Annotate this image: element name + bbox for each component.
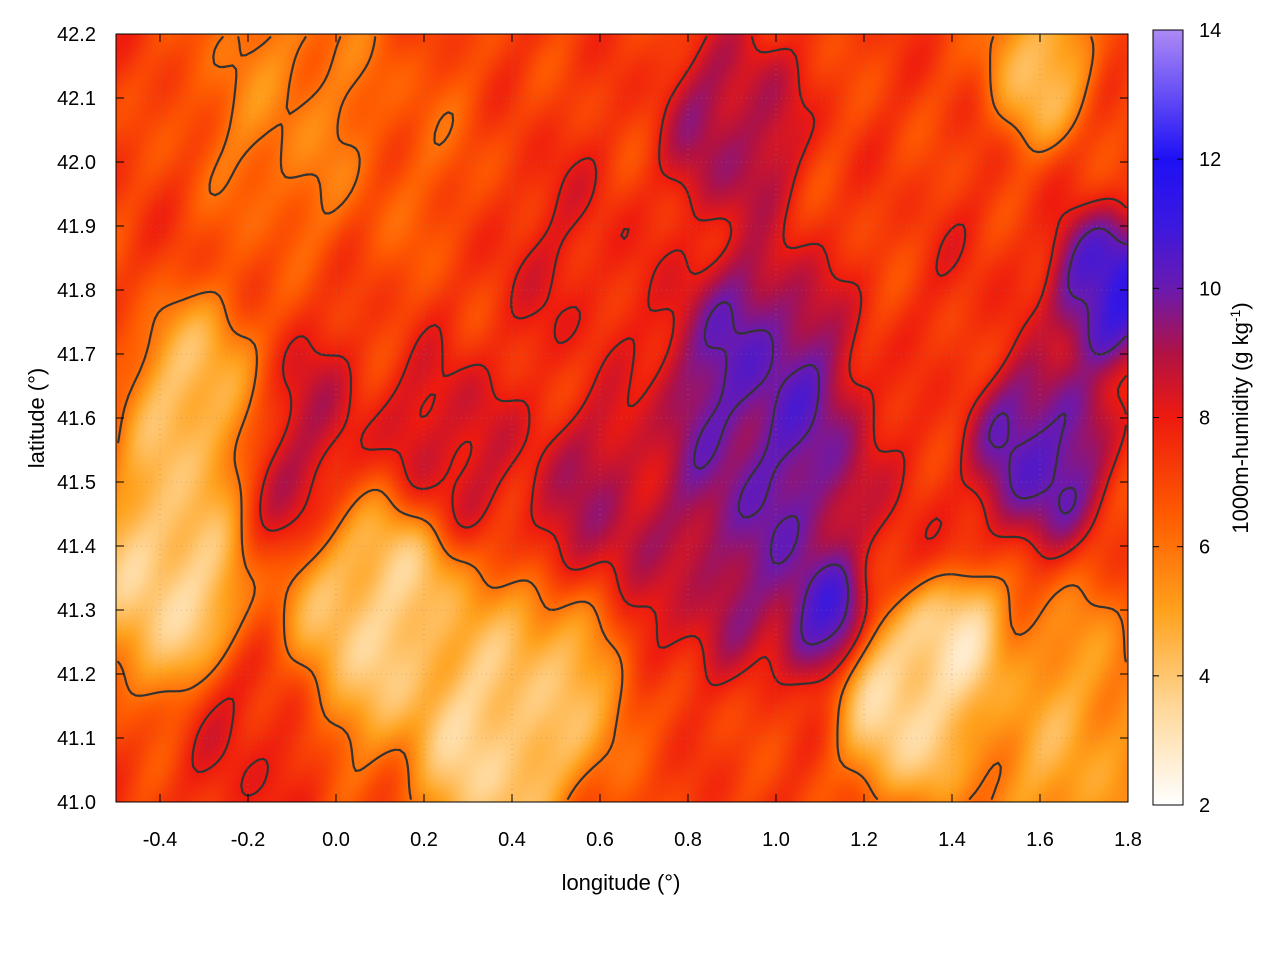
x-tick-label: -0.2 — [231, 829, 265, 851]
x-tick-label: -0.4 — [143, 829, 177, 851]
contour-lines — [117, 36, 1127, 800]
y-tick-label: 41.5 — [57, 472, 96, 494]
colorbar-title-superscript: -1 — [1227, 309, 1243, 322]
y-tick-label: 41.1 — [57, 728, 96, 750]
y-tick-label: 41.2 — [57, 664, 96, 686]
x-tick-label: 1.0 — [762, 829, 790, 851]
y-tick-label: 42.0 — [57, 152, 96, 174]
y-tick-label: 41.3 — [57, 600, 96, 622]
x-tick-label: 1.4 — [938, 829, 966, 851]
colorbar-tick-label: 6 — [1199, 537, 1210, 559]
y-tick-label: 41.0 — [57, 792, 96, 814]
x-tick-label: 0.0 — [322, 829, 350, 851]
colorbar-ticks: 2 4 6 8 10 12 14 — [1153, 20, 1221, 817]
x-tick-label: 0.6 — [586, 829, 614, 851]
colorbar-title: 1000m-humidity (g kg-1) — [1227, 302, 1253, 533]
x-axis: -0.4 -0.2 0.0 0.2 0.4 0.6 0.8 1.0 1.2 1.4 1.6 1.8 — [143, 34, 1142, 851]
y-tick-label: 42.1 — [57, 88, 96, 110]
y-tick-label: 41.8 — [57, 280, 96, 302]
y-tick-label: 41.7 — [57, 344, 96, 366]
colorbar-tick-label: 10 — [1199, 278, 1221, 300]
x-tick-label: 1.8 — [1114, 829, 1142, 851]
contour-line-8 — [191, 36, 1127, 797]
y-tick-label: 41.4 — [57, 536, 96, 558]
x-axis-title: longitude (°) — [562, 870, 681, 895]
x-tick-label: 0.4 — [498, 829, 526, 851]
y-axis: 41.0 41.1 41.2 41.3 41.4 41.5 41.6 41.7 41.8 41.9… — [57, 24, 1128, 814]
x-tick-label: 0.2 — [410, 829, 438, 851]
contour-line-6 — [117, 36, 1127, 800]
x-tick-label: 1.6 — [1026, 829, 1054, 851]
y-tick-label: 42.2 — [57, 24, 96, 46]
y-tick-label: 41.9 — [57, 216, 96, 238]
colorbar-tick-label: 8 — [1199, 408, 1210, 430]
colorbar-tick-label: 12 — [1199, 149, 1221, 171]
x-tick-label: 1.2 — [850, 829, 878, 851]
y-tick-label: 41.6 — [57, 408, 96, 430]
colorbar-tick-label: 4 — [1199, 666, 1210, 688]
x-tick-label: 0.8 — [674, 829, 702, 851]
colorbar-tick-label: 2 — [1199, 795, 1210, 817]
y-axis-title: latitude (°) — [24, 368, 49, 469]
colorbar-tick-label: 14 — [1199, 20, 1221, 42]
